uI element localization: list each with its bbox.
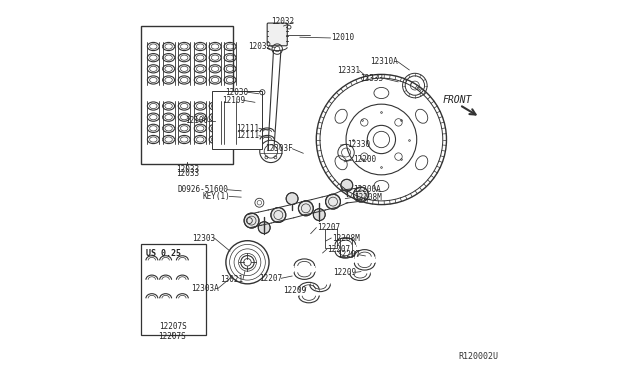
Text: 12208M: 12208M [332,234,360,243]
Circle shape [271,208,286,222]
Circle shape [259,222,270,234]
FancyBboxPatch shape [340,238,351,257]
Text: 12111: 12111 [237,131,260,140]
Text: 12207: 12207 [328,245,351,254]
Circle shape [341,179,353,191]
FancyBboxPatch shape [212,91,262,149]
Text: 12200: 12200 [353,155,376,164]
Text: 13021: 13021 [221,275,244,283]
Text: 12033: 12033 [175,165,199,174]
Text: 12032: 12032 [248,42,271,51]
Text: 12200A: 12200A [353,185,381,194]
Text: 12033: 12033 [175,169,199,178]
Text: FRONT: FRONT [443,96,472,105]
Text: US 0.25: US 0.25 [147,249,181,258]
Text: 12010: 12010 [331,33,355,42]
Text: 12209: 12209 [333,268,356,277]
Circle shape [244,213,259,228]
FancyBboxPatch shape [267,23,287,46]
Text: 12333: 12333 [360,74,383,83]
Text: 12207S: 12207S [159,332,186,341]
Circle shape [314,209,325,221]
Text: KEY(1): KEY(1) [202,192,230,201]
Text: D0926-51600: D0926-51600 [177,185,228,194]
Text: 12100: 12100 [185,116,209,125]
Text: 12207: 12207 [259,274,282,283]
Text: 12208M: 12208M [354,193,382,202]
Text: 12109: 12109 [221,96,245,105]
Circle shape [326,194,340,209]
Text: 12207: 12207 [337,250,360,259]
FancyBboxPatch shape [141,26,232,164]
FancyBboxPatch shape [141,244,206,335]
Text: 12030: 12030 [225,88,248,97]
Text: 12207S: 12207S [159,322,187,331]
Text: 12310A: 12310A [371,57,398,66]
Text: 12032: 12032 [271,17,294,26]
Text: 12303: 12303 [192,234,215,243]
Text: 12209: 12209 [283,286,306,295]
Circle shape [286,193,298,205]
Text: 12331: 12331 [337,66,360,75]
Text: 12207: 12207 [317,223,340,232]
Circle shape [298,201,314,216]
Text: 12303F: 12303F [266,144,293,153]
Text: 12303A: 12303A [191,284,219,293]
Text: 12330: 12330 [347,140,370,149]
FancyBboxPatch shape [325,229,337,248]
Text: R120002U: R120002U [458,352,499,361]
Circle shape [353,187,369,202]
Text: 12111: 12111 [237,124,260,133]
